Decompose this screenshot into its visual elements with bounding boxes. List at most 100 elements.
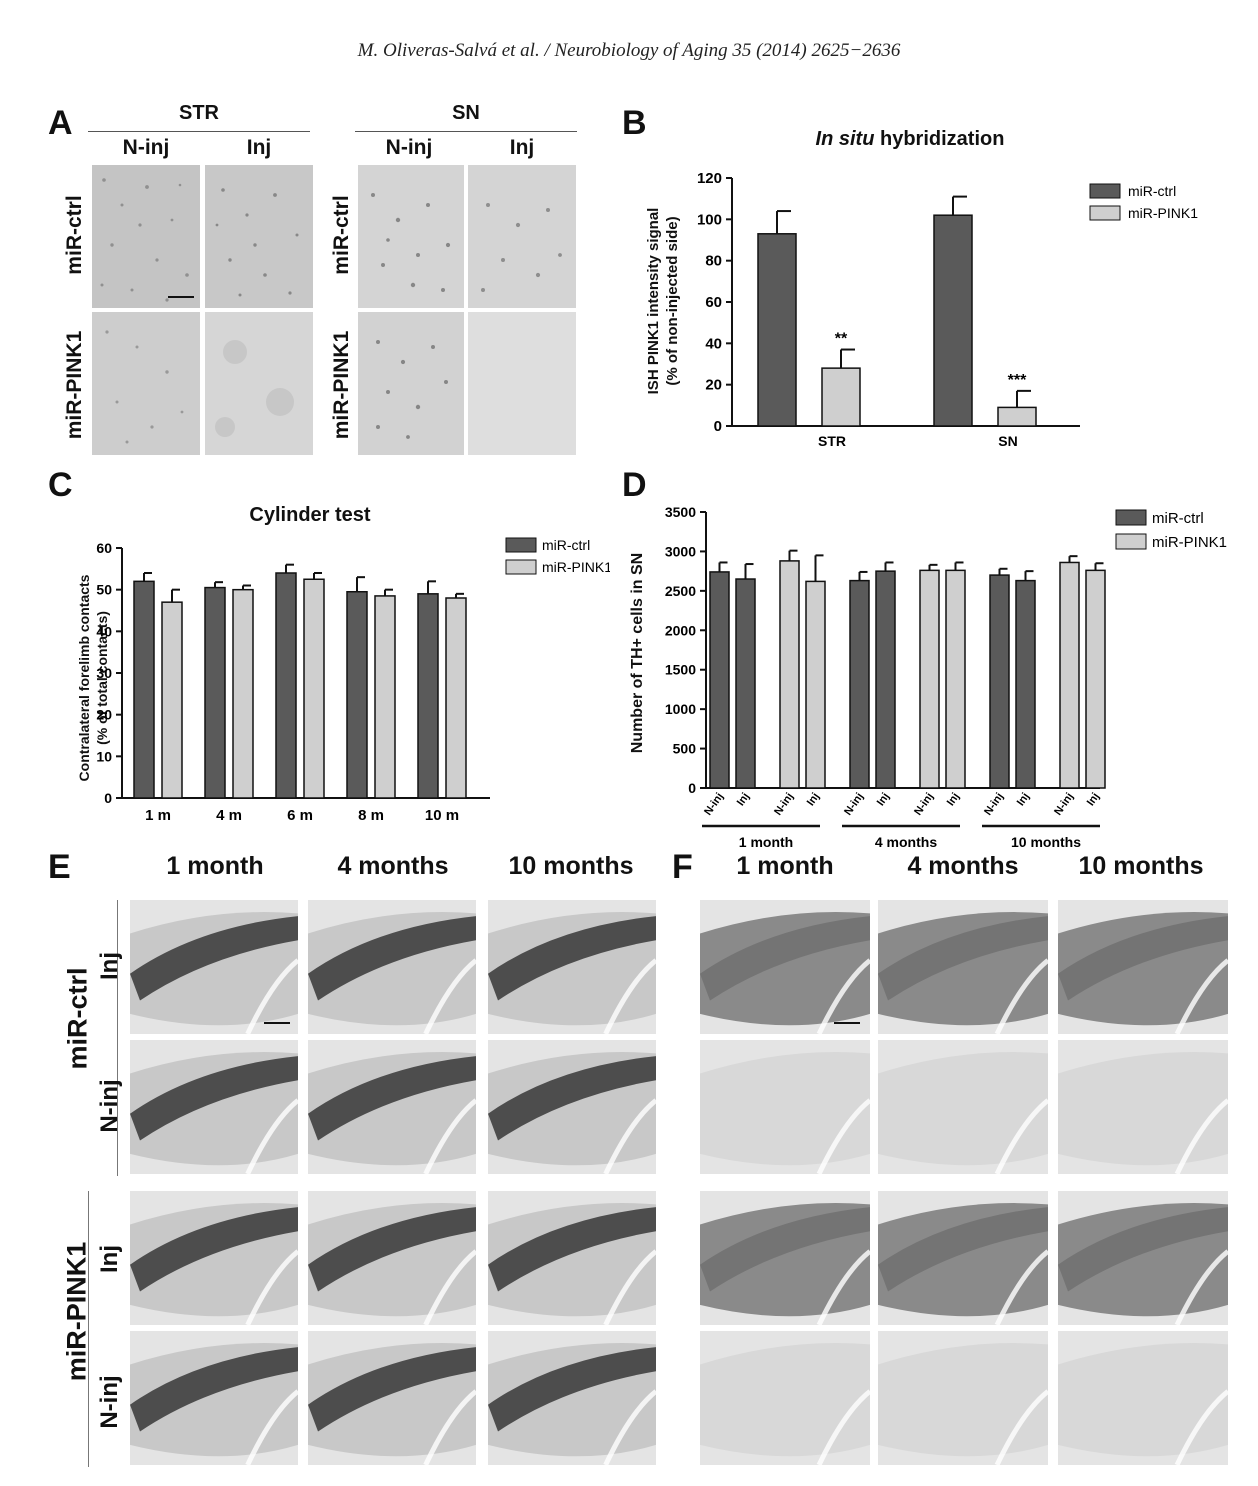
panel-a-image-sn-ninj-pink1 bbox=[358, 312, 464, 455]
panel-e-mirctrl-bracket bbox=[117, 900, 118, 1176]
panel-c-xtick-label: 6 m bbox=[287, 807, 313, 824]
panel-d-ytick-label: 3500 bbox=[665, 504, 696, 520]
panel-d-bar-label: Inj bbox=[805, 791, 822, 808]
tile-tissue bbox=[878, 1343, 1048, 1457]
panel-e-col-10months: 10 months bbox=[508, 852, 634, 880]
panel-d-bar-label: Inj bbox=[1085, 791, 1102, 808]
panel-d-ytick-label: 1000 bbox=[665, 701, 696, 717]
panel-e-image bbox=[488, 1040, 656, 1174]
tile-edge bbox=[245, 1249, 298, 1325]
panel-d-bar bbox=[1015, 579, 1036, 789]
tile-band bbox=[308, 1056, 476, 1141]
tile-band bbox=[488, 1207, 656, 1292]
tile-edge bbox=[245, 1098, 298, 1174]
panel-b-chart: 0 20 40 60 80 100 120 STR ** SN *** miR-ctrl miR-PIN… bbox=[697, 170, 1198, 449]
panel-d-bar-label: Inj bbox=[875, 791, 892, 808]
panel-e-image bbox=[488, 900, 656, 1034]
tile-edge bbox=[994, 1098, 1048, 1174]
panel-d-bar bbox=[735, 578, 756, 789]
panel-f-image bbox=[878, 900, 1048, 1034]
panel-e-image bbox=[130, 900, 298, 1034]
panel-a-col-ninj-sn: N-inj bbox=[385, 136, 433, 159]
panel-a-row-mirctrl-left: miR-ctrl bbox=[63, 195, 86, 275]
tile-band bbox=[700, 1207, 870, 1292]
panel-b-legend-swatch bbox=[1089, 183, 1121, 199]
panel-b-bar bbox=[757, 233, 797, 427]
tile-edge bbox=[1174, 1389, 1228, 1465]
panel-b-bar bbox=[821, 367, 861, 427]
panel-f-image bbox=[1058, 1191, 1228, 1325]
tile-edge bbox=[816, 1098, 870, 1174]
panel-a-sn-rule bbox=[355, 131, 577, 132]
panel-b-ytick-label: 60 bbox=[705, 294, 722, 311]
panel-b-bar bbox=[933, 214, 973, 427]
panel-e-image bbox=[130, 1040, 298, 1174]
panel-d-ytick-label: 500 bbox=[673, 741, 697, 757]
panel-a-image-str-inj-pink1 bbox=[205, 312, 313, 455]
panel-c-ytick-label: 20 bbox=[96, 707, 112, 723]
tile-edge bbox=[245, 1389, 298, 1465]
panel-d-bar-label: Inj bbox=[945, 791, 962, 808]
panel-b-significance-label: ** bbox=[835, 331, 848, 348]
tile-edge bbox=[603, 1249, 656, 1325]
panel-d-letter: D bbox=[622, 466, 647, 504]
panel-d-group-label: 1 month bbox=[739, 834, 793, 850]
panel-e-letter: E bbox=[48, 848, 71, 886]
panel-f-image bbox=[1058, 1040, 1228, 1174]
panel-d-bar bbox=[945, 569, 966, 789]
panel-b-title-rest: hybridization bbox=[874, 128, 1005, 150]
panel-e-image bbox=[308, 1040, 476, 1174]
tile-band bbox=[488, 1347, 656, 1432]
panel-d-bar bbox=[875, 570, 896, 789]
panel-f-image bbox=[878, 1040, 1048, 1174]
panel-f-image bbox=[878, 1191, 1048, 1325]
panel-c-xtick-label: 10 m bbox=[425, 807, 459, 824]
panel-a-scale-bar bbox=[168, 296, 194, 298]
panel-c-bar bbox=[445, 597, 467, 799]
panel-e-image bbox=[488, 1331, 656, 1465]
tile-edge bbox=[994, 1249, 1048, 1325]
panel-d-bar bbox=[709, 571, 730, 789]
panel-f-image bbox=[700, 1040, 870, 1174]
panel-e-image bbox=[308, 1191, 476, 1325]
panel-c-chart: 0 10 20 30 40 50 60 1 m 4 m 6 m 8 m 10 m miR-ctrl miR… bbox=[96, 537, 610, 824]
panel-c-legend-swatch bbox=[505, 537, 537, 553]
tile-edge bbox=[423, 1249, 476, 1325]
panel-e-mirpink1-bracket bbox=[88, 1191, 89, 1467]
tile-band bbox=[878, 916, 1048, 1001]
panel-b-ytick-label: 20 bbox=[705, 377, 722, 394]
panel-c-ytick-label: 10 bbox=[96, 748, 112, 764]
tile-edge bbox=[603, 1098, 656, 1174]
panel-d-bar-label: N-inj bbox=[772, 791, 796, 818]
panel-d-bar-label: Inj bbox=[1015, 791, 1032, 808]
panel-d-legend-label: miR-ctrl bbox=[1152, 510, 1204, 527]
panel-c-bar bbox=[232, 588, 254, 799]
panel-e-col-1month: 1 month bbox=[166, 852, 264, 880]
panel-a-image-sn-ninj-ctrl bbox=[358, 165, 464, 308]
panel-f-col-4months: 4 months bbox=[907, 852, 1019, 880]
panel-c-bar bbox=[275, 572, 297, 799]
tile-edge bbox=[1174, 1249, 1228, 1325]
tile-edge bbox=[1174, 1098, 1228, 1174]
panel-b-ytick-label: 0 bbox=[714, 418, 722, 435]
tile-tissue bbox=[878, 1052, 1048, 1166]
panel-d-bar bbox=[989, 574, 1010, 789]
running-header: M. Oliveras-Salvá et al. / Neurobiology … bbox=[357, 40, 901, 61]
tile-edge bbox=[994, 1389, 1048, 1465]
tile-edge bbox=[816, 1249, 870, 1325]
panel-d-ytick-label: 2500 bbox=[665, 583, 696, 599]
panel-c-xtick-label: 1 m bbox=[145, 807, 171, 824]
panel-f-scale-bar bbox=[834, 1022, 860, 1024]
tile-band bbox=[130, 1347, 298, 1432]
panel-d-bar bbox=[1059, 561, 1080, 789]
panel-a-image-sn-inj-pink1 bbox=[468, 312, 576, 455]
panel-a-row-mirpink1-left: miR-PINK1 bbox=[63, 330, 86, 440]
panel-d-ytick-label: 0 bbox=[688, 780, 696, 796]
panel-a-col-inj-sn: Inj bbox=[509, 136, 535, 159]
panel-d-bar bbox=[805, 580, 826, 789]
tile-band bbox=[308, 1207, 476, 1292]
panel-a-sn-label: SN bbox=[452, 102, 480, 124]
panel-a-row-mirctrl-right: miR-ctrl bbox=[330, 195, 353, 275]
panel-a-col-inj-str: Inj bbox=[246, 136, 272, 159]
panel-b-ytick-label: 80 bbox=[705, 253, 722, 270]
